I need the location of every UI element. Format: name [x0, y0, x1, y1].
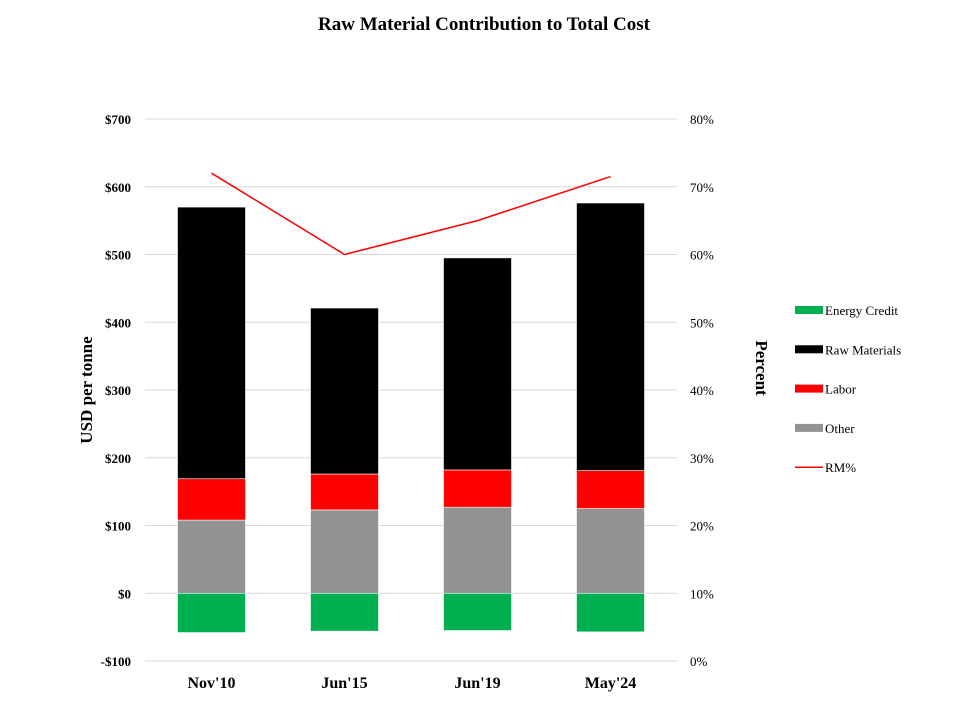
x-tick-label: May'24: [585, 675, 637, 692]
bar-energy-credit: [310, 592, 379, 632]
legend-label: Energy Credit: [825, 303, 898, 318]
y2-tick-label: 10%: [690, 586, 714, 601]
legend-swatch: [795, 345, 823, 354]
y2-tick-label: 80%: [690, 112, 714, 127]
legend-swatch: [795, 384, 823, 393]
y-tick-label: $0: [118, 586, 131, 601]
x-tick-label: Jun'15: [321, 675, 367, 692]
line-rm-: [211, 172, 611, 256]
y2-tick-label: 50%: [690, 315, 714, 330]
y-tick-label: $700: [105, 112, 131, 127]
line-series: [211, 172, 611, 256]
y-tick-label: $100: [105, 519, 131, 534]
y-tick-label: -$100: [101, 654, 131, 669]
legend-label: Other: [825, 421, 855, 436]
x-tick-label: Jun'19: [454, 675, 500, 692]
y2-tick-label: 40%: [690, 383, 714, 398]
y-tick-label: $300: [105, 383, 131, 398]
bar-raw-materials: [576, 202, 645, 471]
bar-other: [443, 506, 512, 594]
y-tick-label: $500: [105, 248, 131, 263]
bar-energy-credit: [576, 592, 645, 633]
legend-label: Raw Materials: [825, 342, 901, 357]
legend-label: RM%: [825, 460, 856, 475]
y2-tick-label: 60%: [690, 248, 714, 263]
bar-raw-materials: [443, 257, 512, 471]
bars: [177, 202, 645, 633]
y-tick-label: $600: [105, 180, 131, 195]
bar-other: [310, 509, 379, 594]
x-axis-ticks: Nov'10 Jun'15 Jun'19 May'24: [188, 675, 637, 692]
bar-raw-materials: [177, 206, 246, 480]
y2-axis-ticks: 0% 10% 20% 30% 40% 50% 60% 70% 80%: [690, 112, 714, 669]
y2-tick-label: 30%: [690, 451, 714, 466]
bar-other: [576, 508, 645, 594]
legend-swatch: [795, 306, 823, 314]
y2-tick-label: 20%: [690, 519, 714, 534]
bar-energy-credit: [177, 592, 246, 633]
y-tick-label: $400: [105, 315, 131, 330]
bar-other: [177, 519, 246, 594]
legend-label: Labor: [825, 382, 857, 397]
legend-swatch: [795, 423, 823, 432]
legend: Energy Credit Raw Materials Labor Other RM%: [795, 303, 901, 475]
bar-energy-credit: [443, 592, 512, 631]
bar-labor: [310, 473, 379, 511]
chart-title: Raw Material Contribution to Total Cost: [318, 14, 651, 35]
y-tick-label: $200: [105, 451, 131, 466]
y2-tick-label: 70%: [690, 180, 714, 195]
bar-labor: [177, 478, 246, 521]
x-tick-label: Nov'10: [188, 675, 236, 692]
y-axis-ticks: -$100 $0 $100 $200 $300 $400 $500 $600 $700: [101, 112, 131, 669]
y2-tick-label: 0%: [690, 654, 708, 669]
bar-raw-materials: [310, 307, 379, 475]
bar-labor: [443, 469, 512, 508]
y-axis-title: USD per tonne: [77, 336, 96, 444]
bar-labor: [576, 470, 645, 509]
y2-axis-title: Percent: [752, 340, 771, 396]
